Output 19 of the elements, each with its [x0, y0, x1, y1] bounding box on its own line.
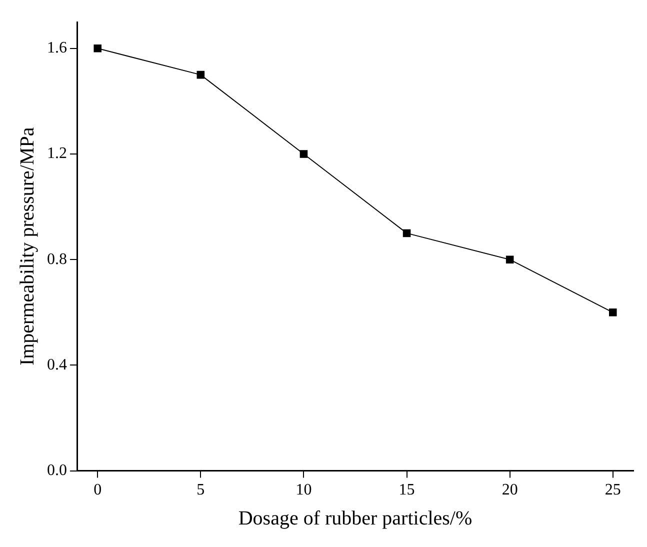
y-tick-label: 0.0	[47, 462, 67, 480]
y-tick-label: 0.4	[47, 356, 67, 374]
x-axis-title: Dosage of rubber particles/%	[238, 507, 472, 530]
point	[609, 308, 617, 316]
point	[94, 44, 102, 52]
x-tick-label: 20	[502, 482, 518, 499]
x-tick-label: 10	[296, 482, 312, 499]
y-tick-label: 0.8	[47, 250, 67, 268]
x-tick-label: 5	[196, 482, 205, 499]
x-tick-label: 0	[94, 482, 102, 499]
x-tick-label: 15	[398, 482, 415, 499]
point	[402, 229, 411, 238]
point	[506, 256, 514, 264]
x-tick-label: 25	[604, 482, 621, 499]
y-tick-label: 1.6	[47, 40, 67, 57]
y-tick-label: 1.2	[47, 145, 67, 162]
y-axis-title: Impermeability pressure/MPa	[16, 127, 38, 366]
point	[300, 150, 308, 158]
point	[196, 70, 205, 79]
